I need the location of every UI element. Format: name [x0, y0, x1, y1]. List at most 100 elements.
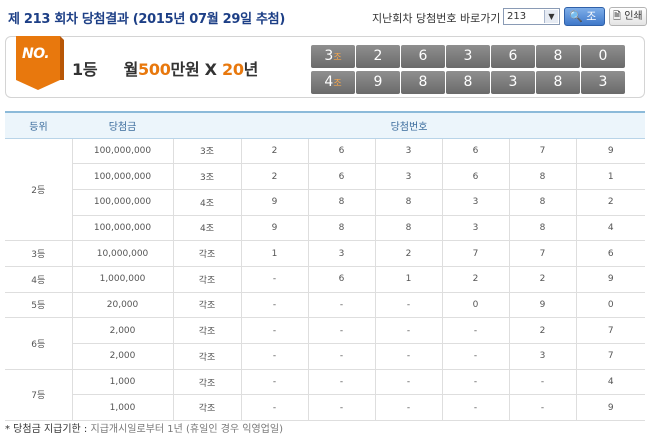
number-box: 8: [536, 45, 580, 68]
number-cell: 8: [508, 189, 576, 216]
rank-cell: 7등: [5, 369, 72, 422]
table-body: 2등 100,000,000 3조 2 6 3 6 7 9 100,000,000 3조 2 6 3 6 8 1…: [5, 138, 645, 422]
number-cell: -: [240, 317, 308, 344]
table-row: 100,000,000 4조 9 8 8 3 8 4: [5, 215, 645, 242]
number-box: 6: [491, 45, 535, 68]
goto-round-label: 지난회차 당첨번호 바로가기: [372, 12, 501, 25]
winning-number-row: 4조 9 8 8 3 8 3: [311, 71, 625, 94]
number-cell: 2: [508, 317, 576, 344]
table-row: 1,000 각조 - - - - -9: [5, 394, 645, 422]
group-cell: 3조: [172, 163, 241, 190]
table-row: 2등 100,000,000 3조 2 6 3 6 7 9: [5, 138, 645, 242]
search-button[interactable]: 🔍 조회: [564, 7, 605, 40]
number-cell: 3: [441, 215, 509, 242]
note-text: 지급개시일로부터 1년 (휴일인 경우 익영업일): [90, 424, 283, 435]
number-cell: 3: [374, 138, 442, 165]
number-cell: 2: [508, 266, 576, 293]
number-cell: 3: [374, 163, 442, 190]
number-cell: 0: [441, 292, 509, 319]
number-cell: 6: [441, 163, 509, 190]
number-box: 8: [536, 71, 580, 94]
number-cell: 8: [374, 189, 442, 216]
table-row: 100,000,000 4조 9 8 8 3 8 2: [5, 189, 645, 216]
chevron-down-icon[interactable]: ▼: [544, 10, 558, 23]
table-header-row: 등위 당첨금 당첨번호: [5, 111, 645, 139]
group-cell: 각조: [172, 266, 241, 293]
group-cell: 각조: [172, 343, 241, 370]
number-cell: 2: [240, 163, 308, 190]
rank-cell: 5등: [5, 292, 72, 319]
print-icon: 🗎: [613, 11, 622, 22]
years-unit: 년: [243, 60, 259, 79]
rank-cell: 6등: [5, 317, 72, 370]
number-box: 3: [491, 71, 535, 94]
number-cell: 8: [307, 189, 375, 216]
number-box: 2: [356, 45, 400, 68]
number-cell: 9: [508, 292, 576, 319]
group-cell: 각조: [172, 369, 241, 396]
badge-text: NO.: [22, 46, 50, 62]
number-cell: 9: [575, 266, 645, 293]
number-cell: 3: [441, 189, 509, 216]
group-cell: 각조: [172, 240, 241, 267]
winning-number-row: 3조 2 6 3 6 8 0: [311, 45, 625, 68]
number-cell: 7: [575, 317, 645, 344]
table-row: 4등 1,000,000 각조 -6 1 2 2 9: [5, 266, 645, 293]
page-title: 제 213 회차 당첨결과 (2015년 07월 29일 추첨): [8, 12, 285, 27]
number-cell: -: [240, 394, 308, 422]
group-suffix: 조: [333, 79, 342, 89]
number-cell: 9: [240, 215, 308, 242]
number-box: 3: [446, 45, 490, 68]
print-button-label: 인쇄: [624, 11, 643, 22]
number-cell: 1: [575, 163, 645, 190]
search-icon: 🔍: [569, 10, 583, 23]
number-cell: -: [508, 369, 576, 396]
ribbon-badge: NO.: [16, 36, 64, 90]
number-cell: 1: [374, 266, 442, 293]
number-cell: 8: [374, 215, 442, 242]
print-button[interactable]: 🗎 인쇄: [609, 7, 647, 26]
number-cell: -: [441, 369, 509, 396]
number-cell: -: [307, 292, 375, 319]
number-box: 3: [581, 71, 625, 94]
number-cell: 6: [307, 266, 375, 293]
round-select[interactable]: 213 ▼: [503, 8, 560, 25]
group-cell: 각조: [172, 317, 241, 344]
table-row: 2,000 각조 - - - -3 7: [5, 343, 645, 370]
number-cell: 2: [441, 266, 509, 293]
number-cell: -: [307, 317, 375, 344]
prize-cell: 10,000,000: [71, 240, 173, 267]
table-row: 5등 20,000 각조 - - -0 9 0: [5, 292, 645, 319]
number-cell: 2: [575, 189, 645, 216]
rank-cell: 2등: [5, 138, 72, 242]
first-prize-text: 1등 월500만원 X 20년: [72, 56, 258, 80]
number-box: 9: [356, 71, 400, 94]
number-cell: -: [441, 317, 509, 344]
number-cell: -: [374, 317, 442, 344]
prize-cell: 2,000: [71, 317, 173, 344]
group-number: 4: [324, 74, 334, 90]
group-box: 3조: [311, 45, 355, 68]
number-cell: 6: [441, 138, 509, 165]
prize-prefix: 월: [123, 60, 139, 79]
rank-text: 1등: [72, 60, 98, 79]
times-sign: X: [204, 60, 217, 79]
results-table: 등위 당첨금 당첨번호 2등 100,000,000 3조 2 6 3 6 7 9 100,000…: [5, 111, 645, 422]
number-cell: -: [374, 343, 442, 370]
number-cell: -: [374, 394, 442, 422]
group-cell: 각조: [172, 292, 241, 319]
table-row: 3등 10,000,000 각조 1 3 2 7 7 6: [5, 240, 645, 267]
number-cell: -: [240, 292, 308, 319]
number-cell: 9: [240, 189, 308, 216]
rank-cell: 4등: [5, 266, 72, 293]
round-select-value: 213: [507, 11, 527, 22]
group-cell: 4조: [172, 215, 241, 242]
number-cell: -: [240, 343, 308, 370]
number-cell: 7: [508, 138, 576, 165]
prize-cell: 100,000,000: [71, 138, 173, 165]
group-cell: 4조: [172, 189, 241, 216]
number-cell: 6: [307, 138, 375, 165]
group-cell: 각조: [172, 394, 241, 422]
number-box: 0: [581, 45, 625, 68]
number-cell: 7: [441, 240, 509, 267]
